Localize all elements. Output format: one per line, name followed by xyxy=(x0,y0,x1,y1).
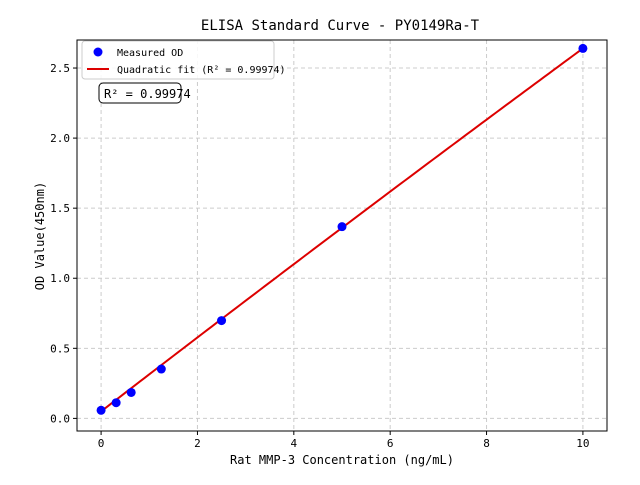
data-point xyxy=(217,316,227,326)
grid xyxy=(77,40,607,431)
plot-frame xyxy=(76,39,608,432)
y-tick-label: 2.5 xyxy=(50,62,70,75)
data-point xyxy=(156,364,166,374)
data-point xyxy=(578,43,588,53)
y-tick-label: 2.0 xyxy=(50,132,70,145)
r2-annotation: R² = 0.99974 xyxy=(98,82,191,104)
r2-annotation-text: R² = 0.99974 xyxy=(104,87,191,101)
x-tick-label: 4 xyxy=(291,437,298,450)
legend-label-fit: Quadratic fit (R² = 0.99974) xyxy=(117,65,286,76)
x-axis-label: Rat MMP-3 Concentration (ng/mL) xyxy=(230,453,454,467)
ticks: 0 2 4 6 8 10 0.0 0.5 1.0 1.5 2.0 2.5 xyxy=(50,62,589,450)
y-tick-label: 0.5 xyxy=(50,342,70,355)
y-tick-label: 1.5 xyxy=(50,202,70,215)
x-tick-label: 0 xyxy=(98,437,105,450)
legend: Measured OD Quadratic fit (R² = 0.99974) xyxy=(81,40,286,80)
x-tick-label: 6 xyxy=(387,437,394,450)
legend-label-measured: Measured OD xyxy=(117,48,183,59)
legend-marker-measured xyxy=(93,47,103,57)
x-tick-label: 10 xyxy=(576,437,589,450)
chart-title: ELISA Standard Curve - PY0149Ra-T xyxy=(201,18,480,34)
y-axis-label: OD Value(450nm) xyxy=(33,182,47,290)
x-tick-label: 2 xyxy=(194,437,201,450)
y-tick-label: 0.0 xyxy=(50,412,70,425)
points-group xyxy=(96,43,588,415)
x-tick-label: 8 xyxy=(483,437,490,450)
y-tick-label: 1.0 xyxy=(50,272,70,285)
data-point xyxy=(96,405,106,415)
data-point xyxy=(126,387,136,397)
data-point xyxy=(337,222,347,232)
data-point xyxy=(111,398,121,408)
